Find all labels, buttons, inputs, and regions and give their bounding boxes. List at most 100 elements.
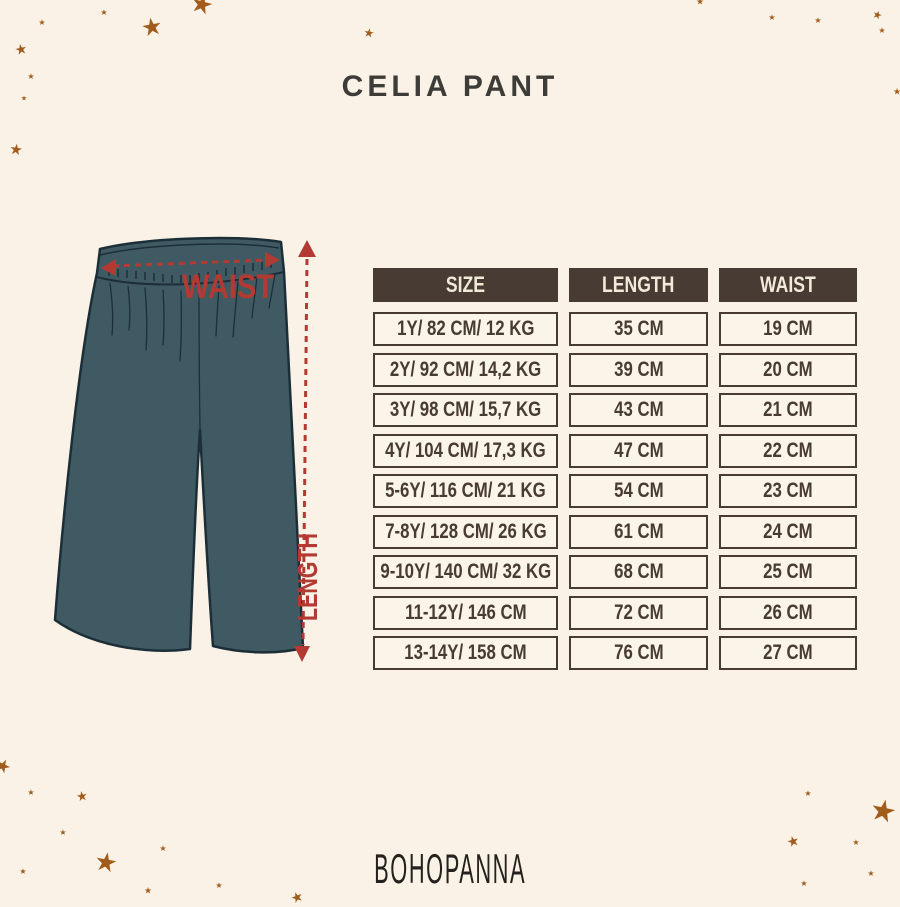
table-cell-length: 72 CM [569,595,708,630]
waistband-top-line [99,243,280,256]
star-icon: ★ [362,25,376,41]
table-cell-text: 21 CM [763,398,813,421]
table-cell-text: 72 CM [613,600,664,624]
length-label: LENGTH [292,533,323,621]
table-cell-size: 11-12Y/ 146 CM [373,595,558,630]
table-cell-waist: 27 CM [719,636,857,670]
table-cell-text: 68 CM [613,560,664,583]
star-icon: ★ [159,844,167,853]
table-header-length: LENGTH [569,268,708,302]
table-cell-waist: 24 CM [719,514,857,549]
table-cell-text: 61 CM [613,519,664,543]
star-icon: ★ [800,879,808,888]
table-cell-text: 27 CM [763,641,813,664]
table-cell-text: 5-6Y/ 116 CM/ 21 KG [385,479,546,502]
star-icon: ★ [878,26,886,35]
table-cell-length: 39 CM [569,352,708,387]
table-cell-text: 22 CM [763,438,813,462]
star-icon: ★ [804,789,812,798]
table-cell-waist: 26 CM [719,595,857,630]
star-icon: ★ [100,8,108,17]
star-icon: ★ [38,18,46,27]
star-icon: ★ [870,8,884,23]
table-cell-waist: 23 CM [719,474,857,508]
length-arrowhead-down [294,646,310,662]
table-cell-size: 2Y/ 92 CM/ 14,2 KG [373,352,558,387]
table-cell-waist: 21 CM [719,393,857,427]
star-icon: ★ [695,0,705,7]
star-icon: ★ [138,12,165,43]
table-cell-text: 20 CM [763,357,813,381]
table-header-length-label: LENGTH [602,272,675,297]
star-icon: ★ [814,16,822,25]
table-cell-text: 26 CM [763,600,813,624]
table-body: 1Y/ 82 CM/ 12 KG 35 CM 19 CM 2Y/ 92 CM/ 14,… [373,312,858,670]
brand-logo: BOHOPANNA [0,845,900,893]
table-header-row: SIZE LENGTH WAIST [373,268,858,302]
star-icon: ★ [13,39,29,59]
star-icon: ★ [59,828,67,837]
table-cell-length: 35 CM [569,312,708,346]
waist-arrowhead-right [265,252,280,268]
table-header-size-label: SIZE [445,272,486,297]
table-cell-text: 39 CM [613,357,664,381]
page-title: CELIA PANT [341,70,559,103]
table-cell-text: 54 CM [613,479,664,502]
table-cell-text: 19 CM [763,317,813,340]
table-cell-text: 9-10Y/ 140 CM/ 32 KG [380,560,551,583]
table-cell-text: 3Y/ 98 CM/ 15,7 KG [389,398,542,421]
star-icon: ★ [19,867,27,876]
star-icon: ★ [74,787,90,805]
table-cell-size: 9-10Y/ 140 CM/ 32 KG [373,555,558,589]
waist-arrowhead-left [101,259,116,276]
table-cell-waist: 20 CM [719,352,857,387]
table-header-waist-label: WAIST [760,272,816,297]
star-icon: ★ [866,792,900,831]
table-cell-text: 25 CM [763,560,813,583]
table-cell-text: 2Y/ 92 CM/ 14,2 KG [389,357,542,381]
table-cell-waist: 22 CM [719,433,857,468]
table-cell-text: 47 CM [613,438,664,462]
table-cell-length: 54 CM [569,474,708,508]
table-header-waist: WAIST [719,268,857,302]
star-icon: ★ [27,788,35,797]
table-cell-length: 76 CM [569,636,708,670]
table-cell-text: 23 CM [763,479,813,502]
table-cell-length: 43 CM [569,393,708,427]
size-table: SIZE LENGTH WAIST 1Y/ 82 CM/ 12 KG 35 CM 1… [373,268,858,670]
star-icon: ★ [768,13,776,22]
table-cell-text: 7-8Y/ 128 CM/ 26 KG [384,519,547,543]
table-cell-text: 13-14Y/ 158 CM [404,641,527,664]
table-cell-size: 4Y/ 104 CM/ 17,3 KG [373,433,558,468]
table-cell-text: 24 CM [763,519,813,543]
gather-lines [109,273,276,431]
star-icon: ★ [186,0,218,22]
table-cell-text: 43 CM [613,398,664,421]
table-cell-size: 1Y/ 82 CM/ 12 KG [373,312,558,346]
star-icon: ★ [892,86,900,97]
star-icon: ★ [27,72,35,81]
table-cell-text: 1Y/ 82 CM/ 12 KG [396,317,535,340]
table-cell-text: 4Y/ 104 CM/ 17,3 KG [385,438,546,462]
star-icon: ★ [143,885,153,896]
table-cell-text: 11-12Y/ 146 CM [404,600,527,624]
pant-body [53,236,305,654]
brand-logo-text: BOHOPANNA [374,845,526,892]
star-icon: ★ [215,881,223,890]
star-icon: ★ [867,869,875,878]
table-cell-size: 5-6Y/ 116 CM/ 21 KG [373,474,558,508]
table-cell-size: 13-14Y/ 158 CM [373,636,558,670]
table-cell-waist: 19 CM [719,312,857,346]
waistband-bottom-line [96,271,285,286]
table-header-size: SIZE [373,268,558,302]
table-cell-size: 3Y/ 98 CM/ 15,7 KG [373,393,558,427]
star-icon: ★ [8,140,24,160]
length-arrow-line [301,258,309,646]
star-icon: ★ [20,95,28,103]
pants-svg: WAIST LENGTH [53,236,323,662]
table-cell-text: 35 CM [613,317,664,340]
table-cell-waist: 25 CM [719,555,857,589]
star-icon: ★ [852,838,860,847]
table-cell-length: 47 CM [569,433,708,468]
